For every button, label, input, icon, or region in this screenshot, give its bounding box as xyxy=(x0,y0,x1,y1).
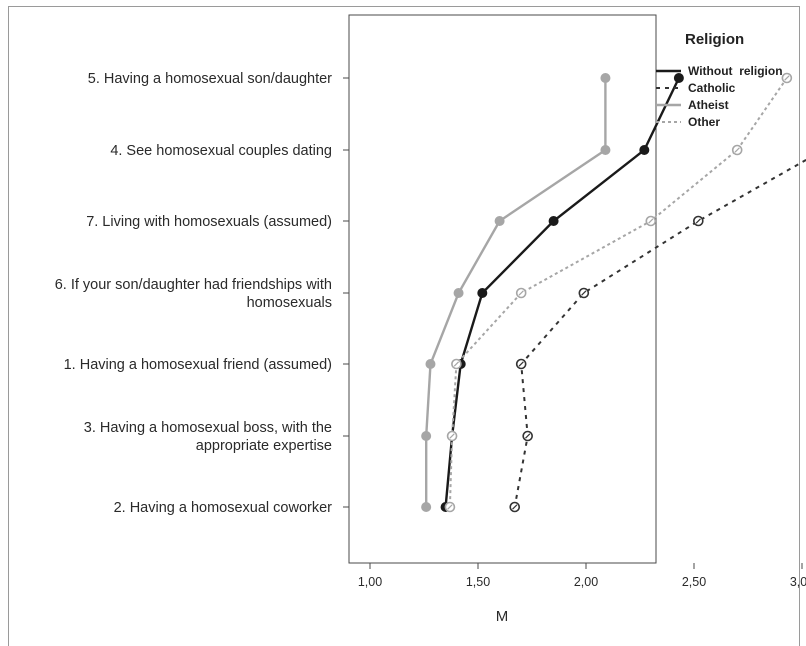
legend-label: Catholic xyxy=(688,81,736,95)
data-point-slash xyxy=(648,218,654,224)
data-point-slash xyxy=(518,290,524,296)
category-label: 2. Having a homosexual coworker xyxy=(114,500,333,516)
data-point-slash xyxy=(453,361,460,367)
data-point xyxy=(600,145,611,155)
data-point-slash xyxy=(784,75,790,81)
category-label: 6. If your son/daughter had friendships … xyxy=(55,277,332,311)
data-point xyxy=(600,73,611,83)
data-point xyxy=(477,288,488,298)
x-tick-label: 1,50 xyxy=(466,575,490,589)
series-without-religion xyxy=(440,73,684,512)
series-line xyxy=(448,77,788,508)
legend-label: Atheist xyxy=(688,98,729,112)
plot-area xyxy=(348,14,657,564)
legend-label: Without religion xyxy=(688,64,783,78)
data-point xyxy=(421,431,432,441)
category-label: 1. Having a homosexual friend (assumed) xyxy=(64,357,332,373)
x-tick-label: 2,50 xyxy=(682,575,706,589)
category-label: 4. See homosexual couples dating xyxy=(110,143,332,159)
legend-title: Religion xyxy=(685,31,744,48)
x-axis-ticks: 1,001,502,002,503,003,50 xyxy=(358,563,806,589)
series-line xyxy=(513,158,806,508)
data-point xyxy=(494,216,505,226)
data-point xyxy=(548,216,559,226)
x-tick-label: 1,00 xyxy=(358,575,382,589)
series-atheist xyxy=(421,73,611,512)
category-labels: 5. Having a homosexual son/daughter 4. Se… xyxy=(55,71,349,516)
legend-label: Other xyxy=(688,115,720,129)
chart-frame xyxy=(8,6,800,646)
series-layer xyxy=(421,72,806,513)
data-point-slash xyxy=(447,504,453,510)
data-point xyxy=(639,145,650,155)
series-catholic xyxy=(509,158,806,513)
x-axis-title: M xyxy=(496,608,509,625)
x-tick-label: 2,00 xyxy=(574,575,598,589)
data-point-slash xyxy=(695,218,701,224)
x-tick-label: 3,00 xyxy=(790,575,806,589)
data-point xyxy=(421,502,432,512)
data-point-slash xyxy=(581,290,587,296)
category-label: 3. Having a homosexual boss, with the app… xyxy=(84,420,332,454)
data-point-slash xyxy=(512,504,518,510)
category-label: 7. Living with homosexuals (assumed) xyxy=(86,214,332,230)
category-label: 5. Having a homosexual son/daughter xyxy=(88,71,332,87)
legend: Religion Without religion Catholic Atheist… xyxy=(656,31,783,129)
series-other xyxy=(444,72,793,513)
data-point xyxy=(425,359,436,369)
data-point-slash xyxy=(518,361,524,367)
data-point xyxy=(673,73,684,83)
data-point-slash xyxy=(449,433,455,439)
data-point-slash xyxy=(734,147,740,153)
data-point-slash xyxy=(525,433,531,439)
series-line xyxy=(425,78,607,507)
data-point xyxy=(453,288,464,298)
